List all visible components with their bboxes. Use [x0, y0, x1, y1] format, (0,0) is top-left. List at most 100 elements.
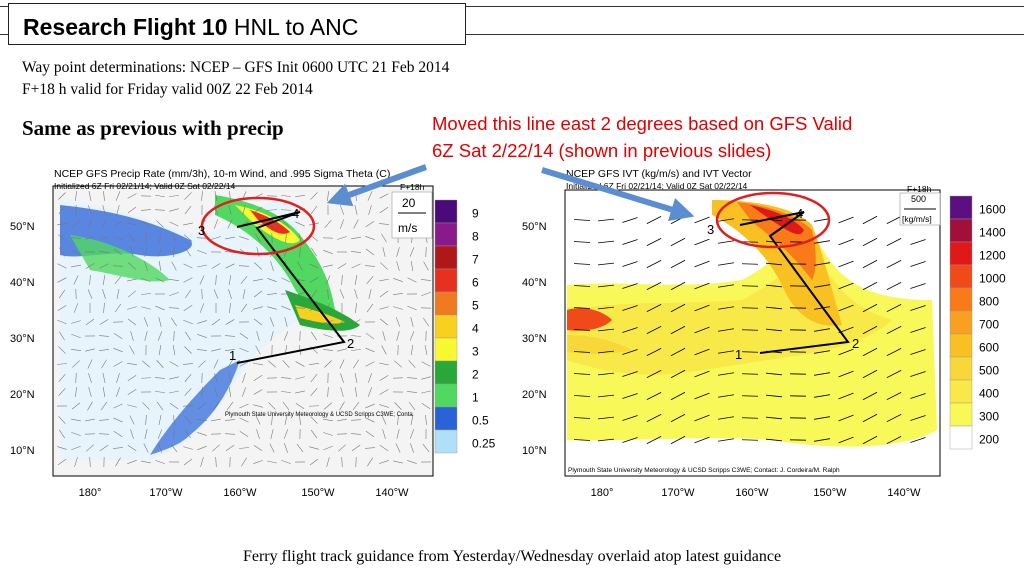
- wind-barb: [212, 444, 220, 452]
- ivt-vector: [766, 284, 782, 288]
- right-colorbar: 1600 1400 1200 1000 800 700 600 500 400 300 200: [949, 195, 1006, 450]
- wind-barb: [282, 401, 290, 411]
- wind-barb: [311, 289, 317, 299]
- wind-barb: [71, 349, 81, 351]
- wind-barb: [379, 278, 389, 282]
- wind-barb: [407, 460, 417, 464]
- wind-barb: [354, 387, 358, 397]
- section-heading: Same as previous with precip: [22, 116, 284, 140]
- wind-barb: [115, 191, 121, 201]
- wind-barb: [85, 418, 95, 422]
- ivt-vector: [694, 348, 710, 356]
- left-lat-50: 50°N: [10, 221, 35, 233]
- wind-barb: [126, 223, 138, 225]
- wind-barb: [99, 236, 109, 240]
- right-colorbar-label-1: 1400: [979, 225, 1006, 239]
- ivt-vector: [862, 413, 878, 423]
- left-colorbar-label-1: 8: [472, 229, 479, 243]
- ivt-vector: [646, 326, 662, 334]
- wind-barb: [282, 360, 290, 368]
- ivt-vector: [598, 218, 614, 222]
- wind-barb: [145, 414, 147, 426]
- wind-barb: [241, 457, 247, 467]
- wind-barb: [113, 248, 123, 256]
- wind-barb: [115, 457, 121, 467]
- wind-barb: [211, 318, 221, 326]
- ivt-vector: [622, 283, 638, 289]
- left-map-forecast: F+18h: [400, 182, 425, 192]
- wind-barb: [127, 445, 137, 451]
- wind-barb: [85, 236, 95, 240]
- wind-barb: [201, 386, 203, 398]
- right-red-circle: [715, 191, 831, 249]
- wind-barb: [215, 274, 217, 286]
- wind-barb: [173, 330, 175, 342]
- wind-barb: [365, 361, 375, 367]
- left-lon-160: 160°W: [223, 487, 257, 499]
- wind-barb: [72, 220, 80, 228]
- wind-barb: [351, 263, 361, 269]
- wind-barb: [227, 219, 233, 229]
- wind-barb: [396, 261, 400, 271]
- wind-barb: [242, 289, 246, 299]
- wind-barb: [326, 457, 330, 467]
- wind-barb: [184, 416, 192, 424]
- wind-barb: [73, 303, 79, 313]
- ivt-vector: [573, 351, 591, 353]
- wind-barb: [421, 291, 431, 297]
- wind-barb: [228, 205, 232, 215]
- wind-barb: [379, 306, 389, 310]
- wind-barb: [239, 403, 249, 409]
- ivt-vector: [573, 263, 591, 265]
- right-colorbar-swatch-8: [949, 379, 973, 404]
- slide-title: Research Flight 10 HNL to ANC: [23, 14, 358, 41]
- ivt-vector: [598, 372, 614, 376]
- wind-barb: [341, 274, 343, 286]
- wind-barb: [379, 404, 389, 408]
- wind-barb: [310, 331, 318, 341]
- ivt-vector: [766, 394, 782, 398]
- wind-barb: [381, 415, 387, 425]
- wind-barb: [196, 349, 208, 351]
- wind-barb: [141, 220, 151, 228]
- wind-barb: [127, 404, 137, 408]
- wind-barb: [214, 373, 218, 383]
- right-lon-180: 180°: [591, 487, 614, 499]
- right-colorbar-swatch-5: [949, 310, 973, 335]
- right-waypoint-labels: 1 2 3 4: [707, 206, 859, 362]
- wind-barb: [238, 447, 250, 449]
- wind-barb: [340, 373, 344, 383]
- wind-barb: [421, 390, 431, 394]
- left-lon-180: 180°: [79, 487, 102, 499]
- ivt-vector: [838, 282, 854, 290]
- ivt-vector: [694, 414, 710, 422]
- wind-barb: [351, 349, 361, 351]
- wind-barb: [58, 205, 66, 215]
- left-lon-labels: 180° 170°W 160°W 150°W 140°W: [79, 487, 410, 499]
- ivt-vector: [718, 328, 734, 332]
- wind-barb: [323, 250, 333, 254]
- wind-barb: [213, 359, 219, 369]
- right-waypoint-2: 2: [852, 336, 859, 351]
- wind-barb: [256, 331, 260, 341]
- wind-barb: [295, 221, 305, 227]
- wind-barb: [144, 331, 148, 341]
- wind-barb: [365, 347, 375, 353]
- ivt-vector: [598, 350, 614, 354]
- ivt-vector: [814, 240, 830, 244]
- ivt-vector: [862, 215, 878, 225]
- wind-barb: [75, 372, 77, 384]
- wind-barb: [173, 414, 175, 426]
- wind-barb: [102, 387, 106, 397]
- wind-barb: [425, 415, 427, 425]
- wind-barb: [282, 220, 290, 228]
- wind-barb: [225, 263, 235, 269]
- wind-barb: [113, 403, 123, 409]
- ivt-vector: [838, 370, 854, 378]
- wind-barb: [158, 415, 162, 425]
- wind-barb: [350, 335, 362, 337]
- ivt-vector: [670, 259, 686, 269]
- title-bold: Research Flight 10: [23, 14, 228, 40]
- right-vec-unit: [kg/m/s]: [902, 214, 932, 224]
- ivt-vector: [598, 262, 614, 266]
